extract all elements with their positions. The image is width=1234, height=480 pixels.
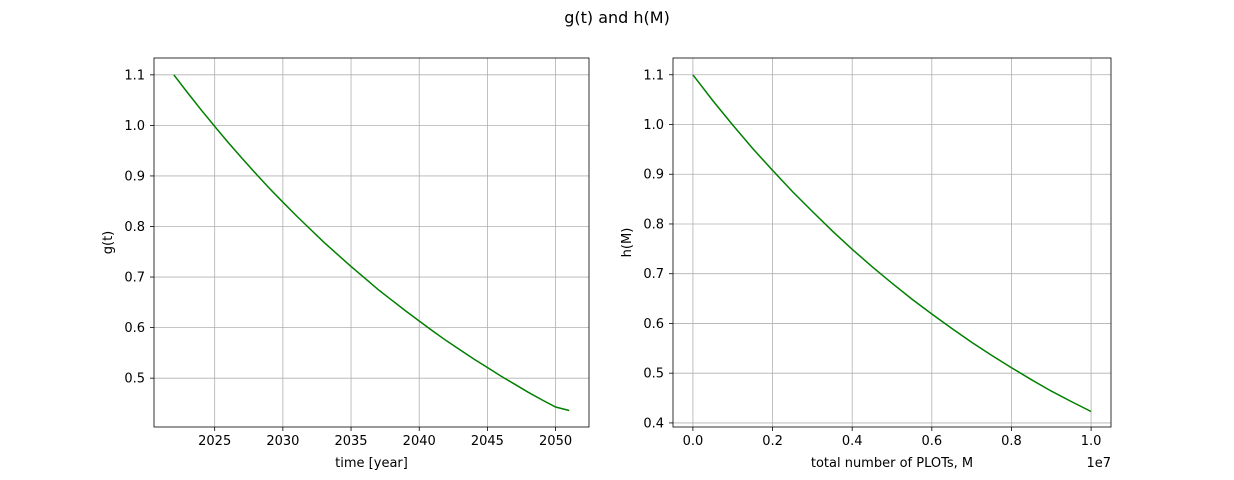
right-y-axis-label: h(M) (620, 228, 635, 258)
right-x-offset-text: 1e7 (1086, 456, 1111, 471)
right-y-tick-label: 0.8 (643, 217, 664, 232)
left-x-tick-label: 2030 (266, 434, 299, 449)
right-y-tick-label: 0.9 (643, 168, 664, 183)
right-y-tick-label: 1.0 (643, 118, 664, 133)
right-y-tick-label: 1.1 (643, 68, 664, 83)
right-y-tick-label: 0.4 (643, 416, 664, 431)
left-x-tick-label: 2035 (334, 434, 367, 449)
left-y-tick-label: 0.6 (124, 321, 145, 336)
right-y-tick-label: 0.7 (643, 267, 664, 282)
figure-title: g(t) and h(M) (564, 8, 670, 27)
left-x-axis-label: time [year] (335, 456, 408, 471)
right-chart: 0.0 0.2 0.4 0.6 0.8 1.0 0.4 0.5 0.6 0.7 0.8 0.9 1.0 1… (620, 57, 1112, 471)
left-y-tick-label: 0.9 (124, 169, 145, 184)
left-x-tick-label: 2040 (403, 434, 436, 449)
right-x-tick-label: 0.8 (1001, 434, 1022, 449)
right-x-tick-label: 0.6 (921, 434, 942, 449)
left-chart: 2025 2030 2035 2040 2045 2050 0.5 0.6 0.7 0.8 0.9 1… (101, 57, 590, 471)
right-x-axis-label: total number of PLOTs, M (811, 456, 973, 471)
right-x-tick-label: 0.4 (842, 434, 863, 449)
left-x-tick-label: 2045 (471, 434, 504, 449)
left-y-axis-label: g(t) (101, 231, 116, 255)
right-x-tick-label: 0.0 (683, 434, 704, 449)
right-axes-frame (672, 57, 1112, 428)
right-y-tick-label: 0.5 (643, 367, 664, 382)
right-x-tick-label: 0.2 (762, 434, 783, 449)
right-y-tick-label: 0.6 (643, 317, 664, 332)
left-x-tick-label: 2050 (539, 434, 572, 449)
left-series-line (173, 74, 570, 412)
left-y-tick-label: 1.0 (124, 119, 145, 134)
left-y-tick-label: 1.1 (124, 68, 145, 83)
right-series-line (692, 74, 1092, 413)
left-axes-frame (153, 57, 590, 428)
left-y-tick-label: 0.5 (124, 372, 145, 387)
left-x-tick-label: 2025 (198, 434, 231, 449)
left-y-tick-label: 0.7 (124, 271, 145, 286)
left-y-tick-label: 0.8 (124, 220, 145, 235)
right-x-tick-label: 1.0 (1081, 434, 1102, 449)
